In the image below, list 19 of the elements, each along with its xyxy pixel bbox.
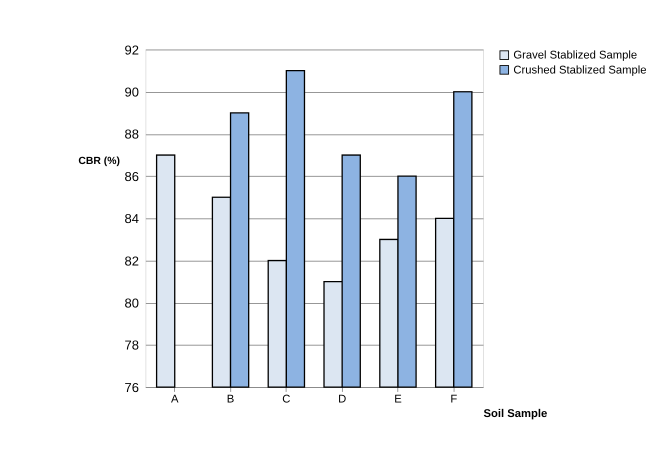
legend-label: Gravel Stablized Sample [513, 50, 638, 62]
y-tick-label: 86 [124, 168, 139, 184]
x-axis-title: Soil Sample [483, 408, 548, 420]
x-tick-label: D [338, 393, 346, 406]
x-tick-label: F [450, 393, 458, 406]
y-tick-label: 80 [124, 296, 139, 311]
x-tick-label: B [226, 393, 234, 406]
y-axis-title: CBR (%) [78, 156, 120, 168]
y-tick-label: 90 [124, 84, 139, 100]
y-tick-label: 76 [124, 380, 139, 395]
x-tick-label: A [170, 393, 179, 406]
y-tick-label: 92 [124, 42, 139, 58]
y-tick-label: 84 [124, 211, 139, 226]
x-tick-label: C [282, 393, 290, 406]
x-tick-label: E [394, 393, 402, 406]
y-tick-label: 78 [124, 338, 139, 353]
y-tick-label: 88 [124, 126, 139, 142]
y-tick-label: 82 [124, 253, 139, 268]
legend-label: Crushed Stablized Sample [513, 64, 647, 76]
